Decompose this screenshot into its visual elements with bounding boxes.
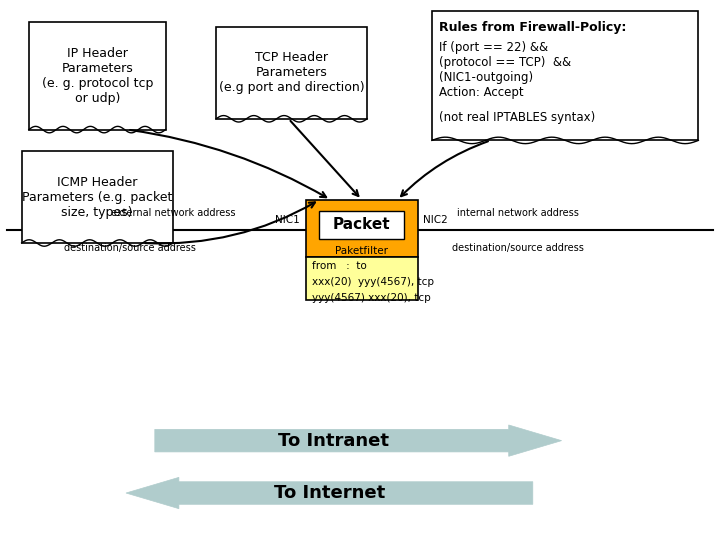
Text: If (port == 22) &&: If (port == 22) && (439, 41, 549, 54)
Text: IP Header
Parameters
(e. g. protocol tcp
or udp): IP Header Parameters (e. g. protocol tcp… (42, 46, 153, 105)
Bar (306, 200, 418, 256)
Text: (NIC1-outgoing): (NIC1-outgoing) (439, 71, 534, 84)
FancyArrow shape (126, 477, 533, 509)
Text: TCP Header
Parameters
(e.g port and direction): TCP Header Parameters (e.g port and dire… (219, 51, 364, 94)
Text: To Internet: To Internet (274, 484, 385, 502)
Text: (protocol == TCP)  &&: (protocol == TCP) && (439, 56, 572, 69)
Text: destination/source address: destination/source address (452, 243, 585, 253)
Text: yyy(4567) xxx(20), tcp: yyy(4567) xxx(20), tcp (312, 293, 431, 303)
FancyArrow shape (155, 425, 562, 456)
Text: xxx(20)  yyy(4567), tcp: xxx(20) yyy(4567), tcp (312, 277, 433, 287)
Text: ICMP Header
Parameters (e.g. packet
size, types): ICMP Header Parameters (e.g. packet size… (22, 176, 172, 219)
Text: NIC2: NIC2 (423, 215, 448, 225)
Text: destination/source address: destination/source address (63, 243, 196, 253)
Text: internal network address: internal network address (457, 207, 580, 218)
Bar (29, 22, 166, 130)
Bar (432, 11, 698, 140)
Text: Rules from Firewall-Policy:: Rules from Firewall-Policy: (439, 21, 626, 33)
Bar (306, 256, 418, 300)
Bar (320, 211, 404, 239)
Text: NIC1: NIC1 (276, 215, 300, 225)
Text: (not real IPTABLES syntax): (not real IPTABLES syntax) (439, 111, 595, 124)
Bar (22, 151, 173, 243)
Text: To Intranet: To Intranet (279, 431, 390, 450)
Text: Action: Accept: Action: Accept (439, 86, 524, 99)
Text: external network address: external network address (111, 207, 235, 218)
Text: Packet: Packet (333, 218, 391, 232)
Text: from   :  to: from : to (312, 261, 366, 271)
Text: Paketfilter: Paketfilter (336, 246, 388, 256)
Bar (216, 27, 367, 119)
